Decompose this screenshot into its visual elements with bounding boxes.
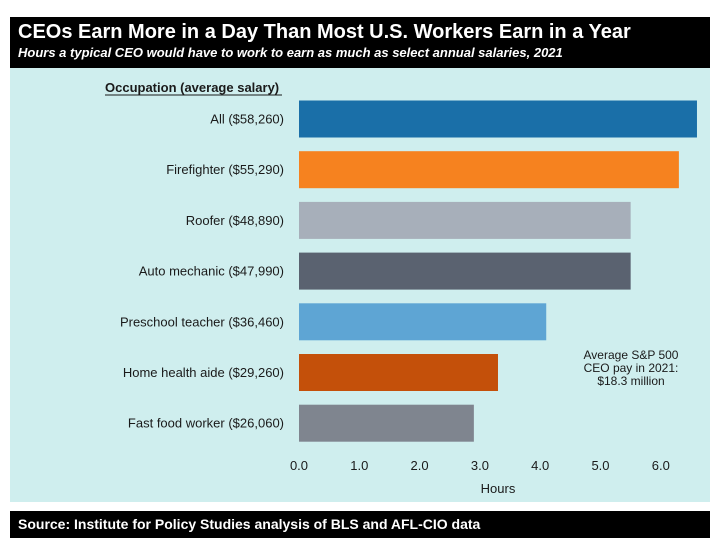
- annotation-line: Average S&P 500: [584, 348, 679, 362]
- annotation-line: CEO pay in 2021:: [584, 361, 679, 375]
- bar-7: [299, 404, 474, 442]
- x-axis-title: Hours: [481, 481, 516, 496]
- category-label-4: Auto mechanic ($47,990): [139, 264, 284, 279]
- x-tick-label: 2.0: [411, 458, 429, 473]
- bar-6: [299, 354, 498, 391]
- category-labels-group: All ($58,260) Firefighter ($55,290) Roofer…: [120, 112, 284, 431]
- category-label-6: Home health aide ($29,260): [123, 365, 284, 380]
- chart-title: CEOs Earn More in a Day Than Most U.S. W…: [18, 21, 631, 43]
- category-label-2: Firefighter ($55,290): [166, 162, 284, 177]
- bar-3: [299, 201, 631, 239]
- x-ticks-group: 0.0 1.0 2.0 3.0 4.0 5.0 6.0: [290, 458, 670, 473]
- category-label-1: All ($58,260): [210, 112, 284, 127]
- bar-4: [299, 252, 631, 290]
- category-header: Occupation (average salary): [105, 80, 279, 95]
- category-label-5: Preschool teacher ($36,460): [120, 314, 284, 329]
- x-tick-label: 4.0: [531, 458, 549, 473]
- bars-group: [299, 100, 697, 442]
- title-bar: CEOs Earn More in a Day Than Most U.S. W…: [10, 17, 710, 68]
- source-note: Source: Institute for Policy Studies ana…: [10, 511, 710, 538]
- chart-subtitle: Hours a typical CEO would have to work t…: [18, 45, 563, 60]
- x-tick-label: 0.0: [290, 458, 308, 473]
- x-tick-label: 3.0: [471, 458, 489, 473]
- bar-1: [299, 100, 697, 138]
- category-label-7: Fast food worker ($26,060): [128, 416, 284, 431]
- x-tick-label: 5.0: [591, 458, 609, 473]
- category-label-3: Roofer ($48,890): [186, 213, 284, 228]
- bar-5: [299, 303, 547, 341]
- annotation-line: $18.3 million: [597, 374, 664, 388]
- x-tick-label: 1.0: [350, 458, 368, 473]
- bar-2: [299, 151, 679, 189]
- x-tick-label: 6.0: [652, 458, 670, 473]
